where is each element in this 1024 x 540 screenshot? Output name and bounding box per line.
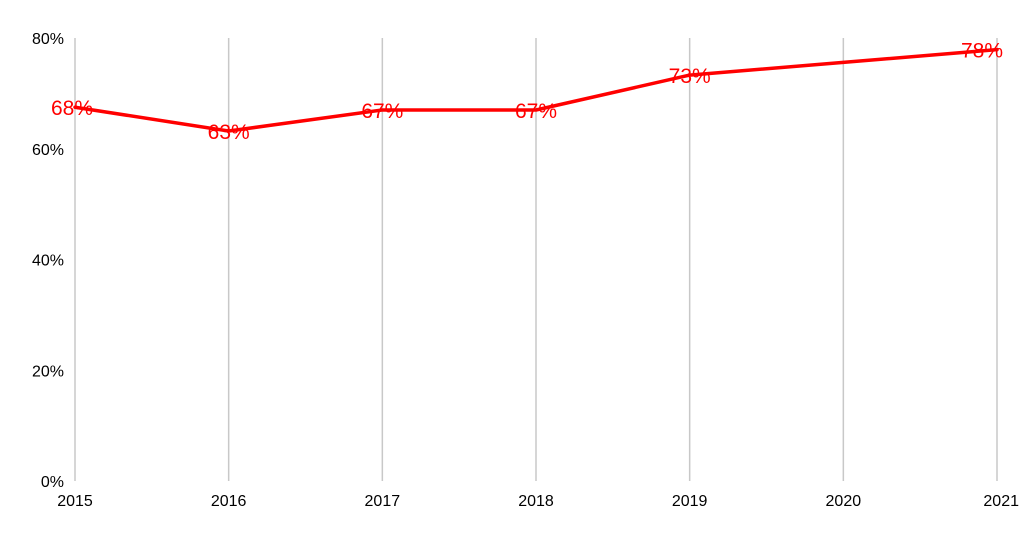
y-axis-tick-labels: 0% 20% 40% 60% 80% <box>32 31 64 491</box>
data-label-2017: 67% <box>361 100 403 123</box>
data-label-2016: 63% <box>208 121 250 144</box>
data-label-2019: 73% <box>669 65 711 88</box>
y-tick-label: 0% <box>41 474 64 491</box>
x-tick-label: 2016 <box>211 493 247 510</box>
x-tick-label: 2017 <box>365 493 401 510</box>
data-label-2015: 68% <box>51 97 93 120</box>
data-label-2021: 78% <box>961 40 1003 63</box>
x-tick-label: 2015 <box>57 493 93 510</box>
x-axis-tick-labels: 2015 2016 2017 2018 2019 2020 2021 <box>57 493 1019 510</box>
x-tick-label: 2021 <box>983 493 1019 510</box>
x-tick-label: 2020 <box>826 493 862 510</box>
y-tick-label: 20% <box>32 363 64 380</box>
gridlines <box>74 38 998 481</box>
series-group <box>73 47 999 133</box>
y-tick-label: 80% <box>32 31 64 48</box>
y-tick-label: 40% <box>32 253 64 270</box>
data-labels: 68% 63% 67% 67% 73% 78% <box>51 40 1003 144</box>
data-label-2018: 67% <box>515 100 557 123</box>
y-tick-label: 60% <box>32 142 64 159</box>
x-tick-label: 2019 <box>672 493 708 510</box>
x-tick-label: 2018 <box>518 493 554 510</box>
